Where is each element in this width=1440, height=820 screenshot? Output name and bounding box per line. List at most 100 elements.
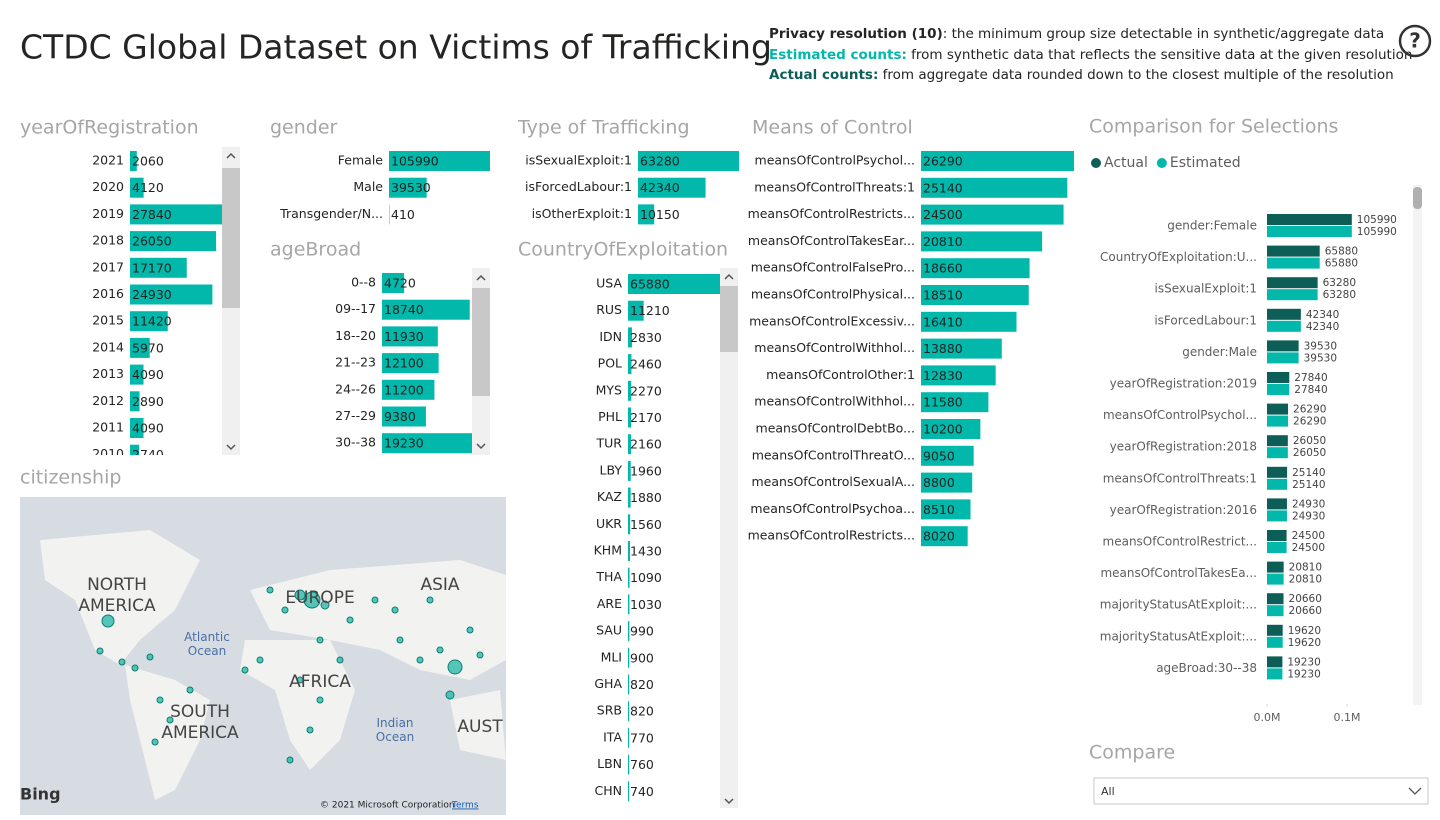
- data-label: 11580: [923, 395, 963, 410]
- data-label: 18740: [384, 302, 424, 317]
- note-text: : the minimum group size detectable in s…: [943, 26, 1384, 42]
- scrollbar[interactable]: [1413, 185, 1422, 705]
- note-text: from aggregate data rounded down to the …: [878, 67, 1393, 83]
- map-label: Indian Ocean: [376, 716, 414, 744]
- bar: [921, 419, 981, 439]
- category-label: 2012: [92, 393, 124, 408]
- data-label: 11210: [630, 303, 670, 318]
- category-label: 24--26: [335, 381, 376, 396]
- data-label: 11200: [384, 382, 424, 397]
- bar: [1267, 214, 1352, 225]
- bar: [921, 392, 989, 413]
- bar: [1267, 530, 1287, 541]
- legend-marker: [1156, 158, 1167, 168]
- dropdown-chevron[interactable]: [1408, 787, 1422, 795]
- bar: [130, 231, 217, 252]
- category-label: meansOfControlPsychol...: [1103, 408, 1257, 422]
- category-label: 2016: [92, 286, 124, 301]
- category-label: 0--8: [351, 275, 376, 290]
- bar: [1267, 320, 1301, 332]
- bar: [130, 311, 168, 332]
- bar-chart: Female 105990 Male 39530 Transgender/N... 410: [279, 151, 490, 225]
- data-label: 18660: [923, 261, 963, 276]
- help-icon[interactable]: [1398, 24, 1432, 58]
- bar: [1267, 573, 1284, 585]
- bar: [628, 487, 631, 508]
- data-label: 27840: [132, 207, 172, 222]
- map[interactable]: [20, 497, 506, 815]
- category-label: 2018: [92, 233, 124, 248]
- category-label: isSexualExploit:1: [525, 153, 632, 168]
- data-label: 1430: [630, 544, 662, 559]
- category-label: meansOfControlOther:1: [766, 367, 915, 382]
- category-label: IDN: [599, 329, 622, 344]
- data-label: 63280: [1323, 277, 1356, 289]
- bar: [638, 204, 655, 225]
- data-label: 900: [630, 650, 654, 665]
- data-label: 740: [630, 784, 654, 799]
- bar: [1267, 605, 1284, 617]
- map-terms[interactable]: Terms: [451, 801, 479, 811]
- panel-title: Means of Control: [752, 117, 913, 139]
- data-label: 4090: [132, 367, 164, 382]
- help-icon-text[interactable]: ?: [1409, 29, 1421, 53]
- data-label: 410: [391, 207, 415, 222]
- data-label: 990: [630, 624, 654, 639]
- dropdown-value[interactable]: All: [1101, 785, 1115, 798]
- bar: [628, 594, 630, 615]
- panel-title: gender: [270, 117, 338, 139]
- scrollbar[interactable]: [472, 268, 490, 455]
- bar: [382, 406, 426, 427]
- data-label: 8510: [923, 502, 955, 517]
- category-label: PHL: [598, 409, 622, 424]
- bar: [389, 177, 427, 198]
- bar-chart: USA 65880 RUS 11210 IDN 2830 POL 2460 MYS 2270 PHL…: [594, 274, 720, 802]
- map-logo: Bing: [20, 785, 61, 804]
- data-label: 25140: [923, 180, 963, 195]
- data-label: 2170: [630, 410, 662, 425]
- category-label: CountryOfExploitation:U...: [1100, 250, 1257, 264]
- map-points[interactable]: [96, 586, 484, 764]
- panel-title: citizenship: [20, 467, 121, 489]
- data-label: 20810: [1289, 574, 1322, 586]
- bar: [628, 567, 630, 588]
- bar: [1267, 656, 1283, 668]
- data-label: 26290: [1293, 416, 1326, 428]
- data-label: 16410: [923, 314, 963, 329]
- scrollbar[interactable]: [720, 268, 738, 808]
- category-label: meansOfControlRestricts...: [748, 528, 915, 543]
- category-label: meansOfControlRestrict...: [1103, 535, 1257, 549]
- bar: [130, 177, 144, 198]
- data-label: 10200: [923, 422, 963, 437]
- data-label: 19230: [1287, 656, 1320, 668]
- bar: [130, 418, 144, 438]
- category-label: 21--23: [335, 355, 376, 370]
- data-label: 65880: [1325, 246, 1358, 258]
- data-label: 26050: [1293, 447, 1326, 459]
- category-label: USA: [596, 276, 622, 291]
- category-label: 2011: [92, 420, 124, 435]
- bar: [382, 299, 470, 320]
- category-label: GHA: [594, 676, 622, 691]
- data-label: 25140: [1292, 479, 1325, 491]
- scrollbar[interactable]: [222, 147, 240, 455]
- bar: [1267, 352, 1299, 364]
- category-label: Male: [353, 179, 383, 194]
- category-label: meansOfControlFalsePro...: [751, 260, 915, 275]
- data-label: 4090: [132, 421, 164, 436]
- dropdown[interactable]: [1093, 777, 1429, 805]
- data-label: 26290: [1293, 404, 1326, 416]
- category-label: 2021: [92, 153, 124, 168]
- bar: [921, 472, 973, 493]
- category-label: KHM: [594, 543, 622, 558]
- bar: [921, 338, 1002, 359]
- bar: [628, 754, 630, 775]
- bar: [1267, 289, 1318, 301]
- category-label: meansOfControlPhysical...: [751, 287, 915, 302]
- map-labels: NORTH AMERICA EUROPE ASIA AFRICA SOUTH AMERICA…: [78, 575, 503, 744]
- data-label: 9380: [384, 409, 416, 424]
- data-label: 2460: [630, 357, 662, 372]
- category-label: gender:Male: [1182, 345, 1257, 359]
- category-label: KAZ: [597, 489, 622, 504]
- note-actual: Actual counts: from aggregate data round…: [769, 67, 1394, 83]
